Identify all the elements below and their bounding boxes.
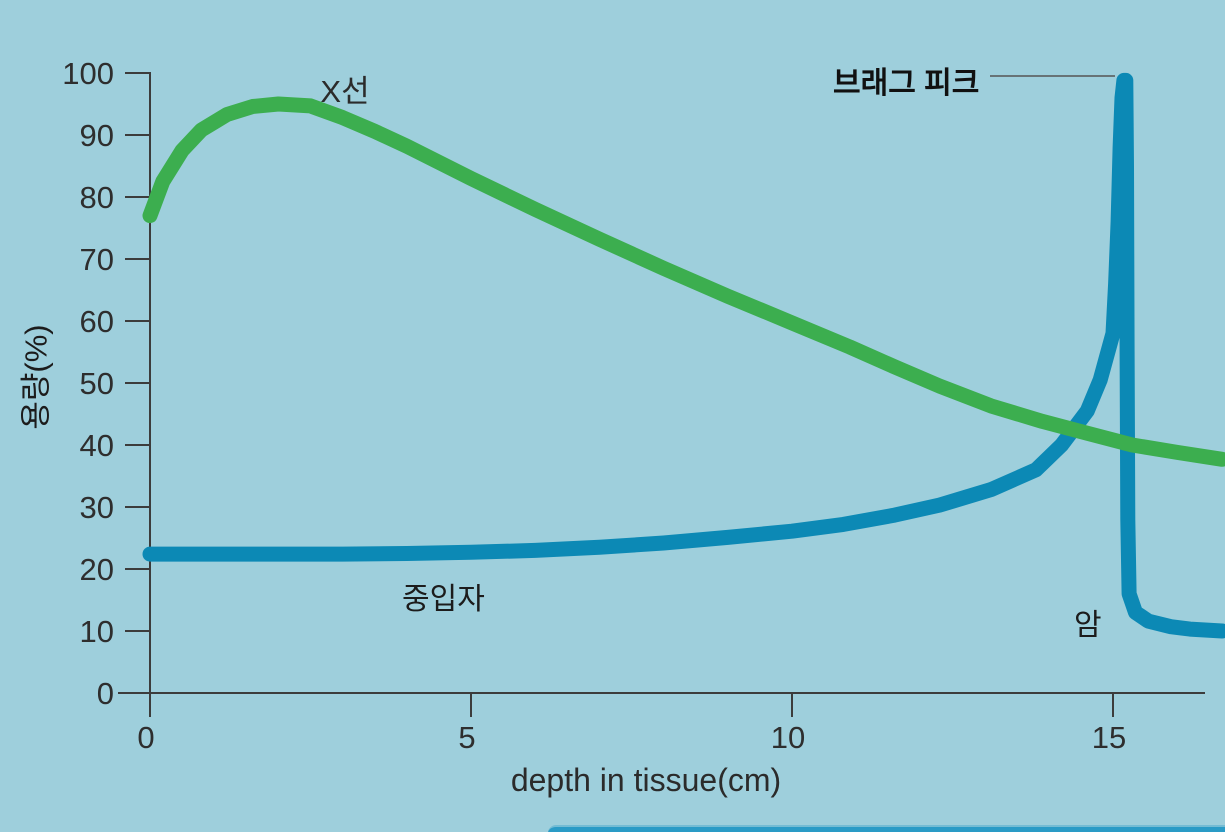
x-tick-label: 10 — [771, 720, 805, 755]
y-tick-label: 80 — [80, 180, 114, 215]
y-tick-label: 20 — [80, 552, 114, 587]
xray-curve-label: X선 — [320, 74, 370, 109]
x-tick-label: 0 — [137, 720, 154, 755]
y-tick-label: 30 — [80, 490, 114, 525]
curve-particle — [142, 72, 1225, 639]
x-tick-label: 5 — [458, 720, 475, 755]
y-tick-label: 60 — [80, 304, 114, 339]
y-tick-label: 70 — [80, 242, 114, 277]
bragg-peak-label: 브래그 피크 — [833, 67, 980, 100]
y-tick-label: 90 — [80, 118, 114, 153]
y-tick-label: 100 — [62, 56, 114, 91]
y-tick-label: 40 — [80, 428, 114, 463]
y-axis-title: 용량(%) — [18, 324, 54, 430]
curve-xray — [142, 96, 1225, 467]
y-tick-label: 50 — [80, 366, 114, 401]
cancer-label: 암 — [1074, 609, 1102, 642]
particle-curve-label: 중입자 — [402, 583, 485, 616]
y-tick-label: 0 — [97, 676, 114, 711]
bottom-panel-edge — [548, 825, 1225, 832]
x-tick-label: 15 — [1092, 720, 1126, 755]
x-axis-title: depth in tissue(cm) — [510, 762, 782, 798]
y-tick-label: 10 — [80, 614, 114, 649]
